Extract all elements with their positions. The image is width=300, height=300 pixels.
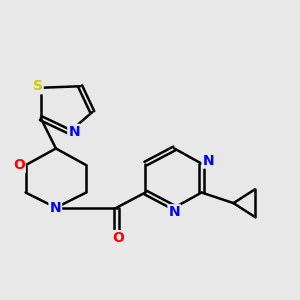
Text: S: S <box>33 79 43 93</box>
Text: O: O <box>112 231 124 245</box>
Text: N: N <box>169 205 180 219</box>
Text: N: N <box>202 154 214 168</box>
Text: O: O <box>13 158 25 172</box>
Text: N: N <box>50 201 61 215</box>
Text: N: N <box>68 125 80 139</box>
